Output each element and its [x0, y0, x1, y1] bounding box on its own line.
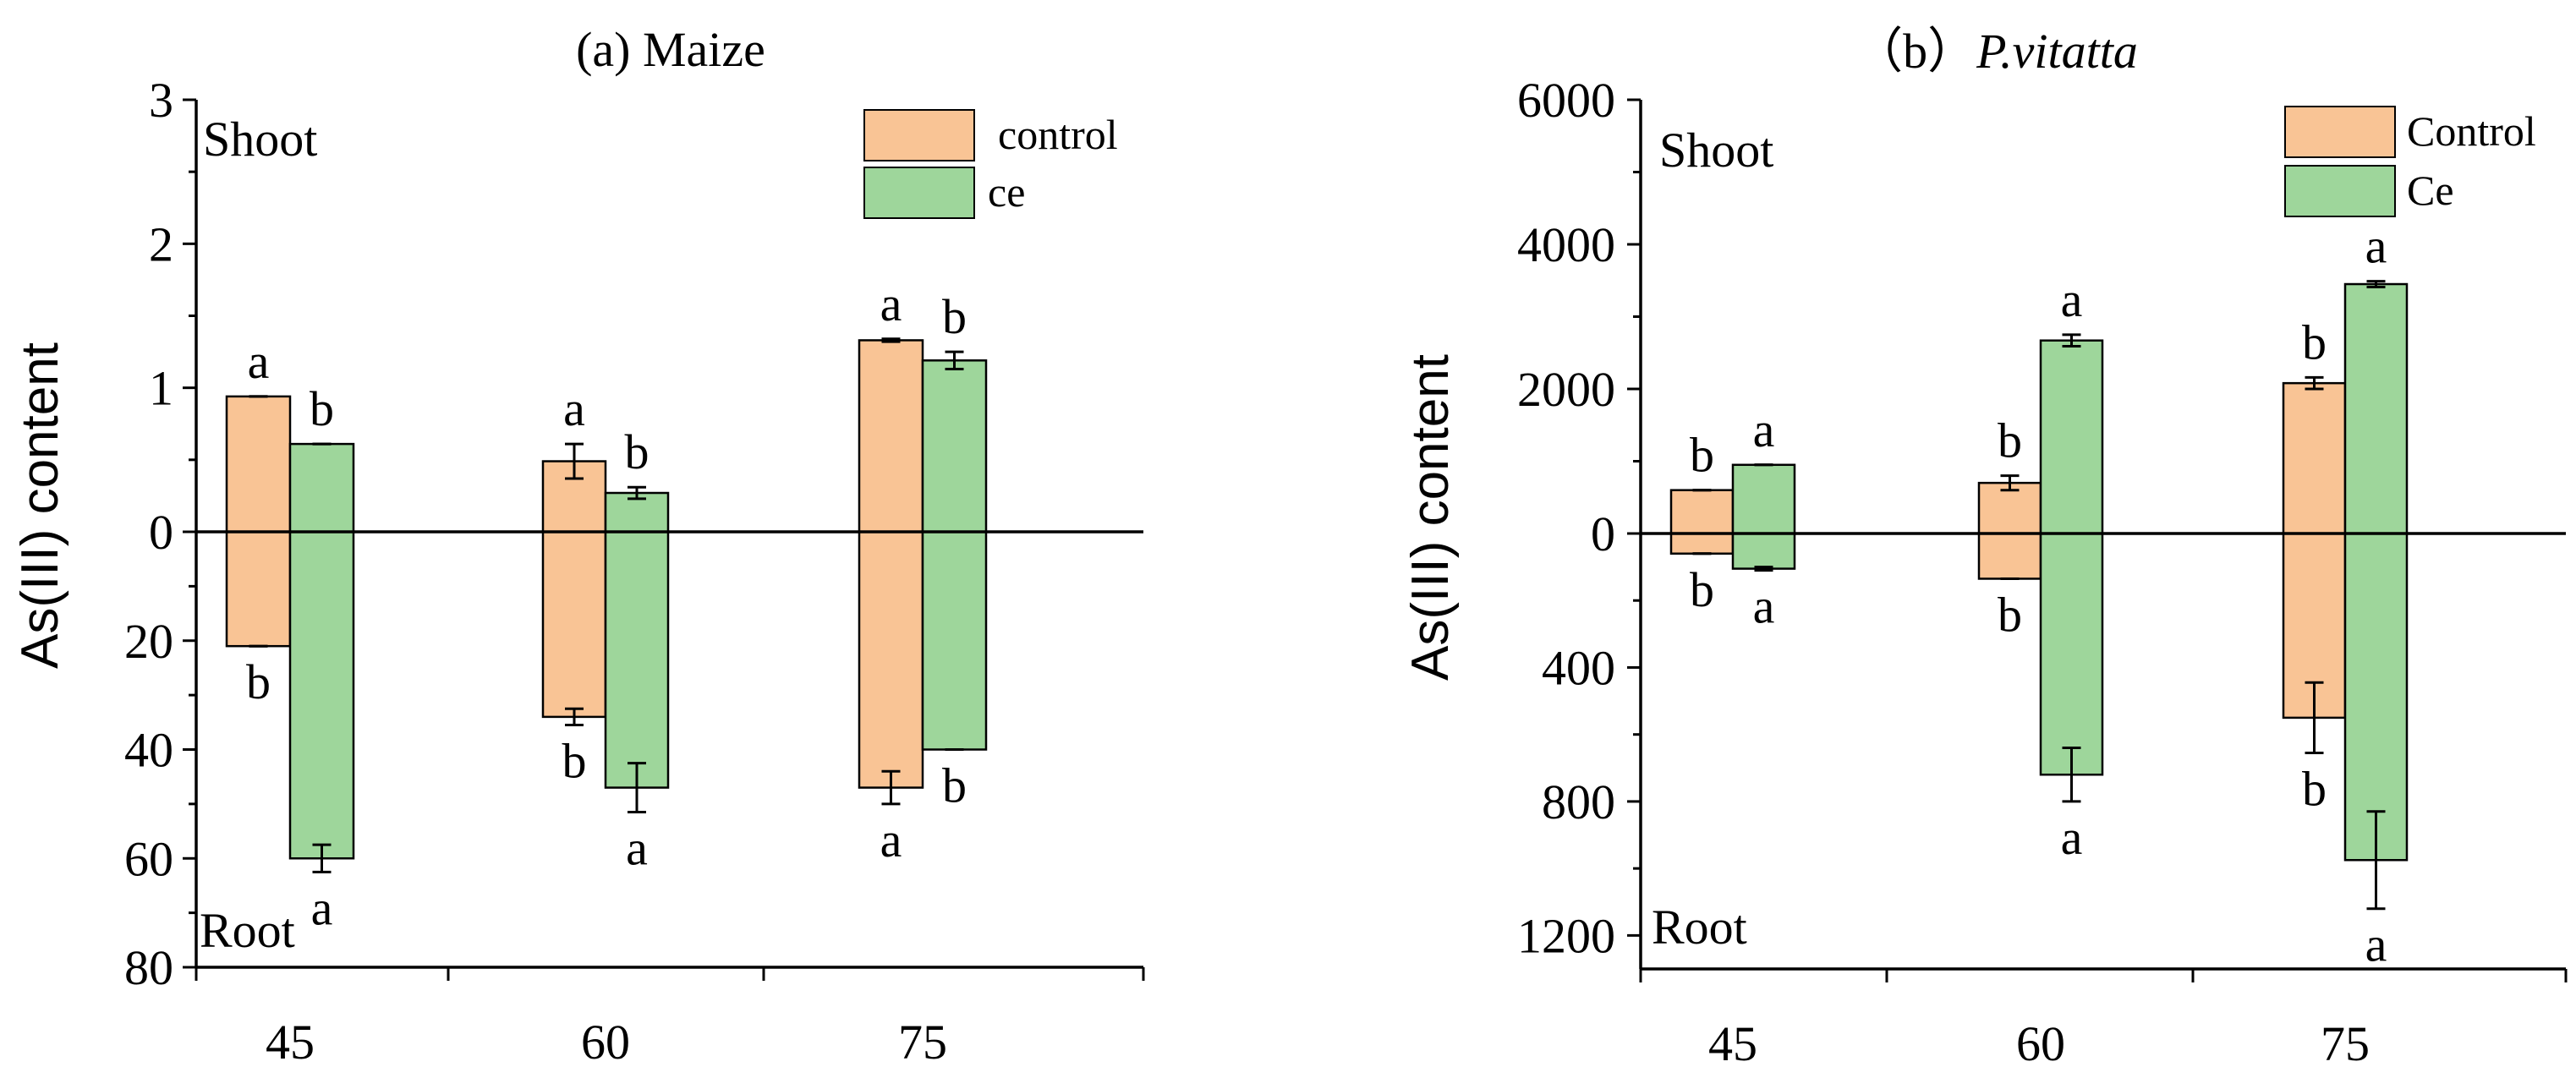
y-axis-label-pvitatta: As(III) content	[1401, 354, 1460, 681]
shoot-sig-letter: b	[1690, 428, 1714, 483]
y-tick-label: 1200	[1517, 908, 1615, 963]
shoot-label-pvitatta: Shoot	[1659, 123, 1773, 178]
bars-maize	[225, 337, 988, 873]
panel-maize: (a) Maize As(III) content Shoot Root 0 1 2…	[11, 22, 1145, 1070]
y-tick-label: 3	[149, 73, 173, 128]
shoot-sig-letter: a	[563, 381, 585, 436]
root-sig-letter: a	[626, 821, 648, 876]
root-bar-ce-60	[604, 530, 670, 789]
shoot-sig-letter: b	[625, 424, 649, 479]
x-categories-pvitatta: 45 60 75	[1708, 1016, 2370, 1071]
x-category-label: 45	[266, 1015, 315, 1070]
legend-label-ce: ce	[988, 168, 1025, 216]
x-category-label: 60	[581, 1015, 630, 1070]
panel-title-species: P.vitatta	[1976, 24, 2138, 79]
x-category-label: 60	[2016, 1016, 2065, 1071]
y-tick-label: 2	[149, 216, 173, 271]
shoot-bar-control-45	[1669, 489, 1735, 535]
root-bar-ce-45	[288, 530, 355, 860]
x-category-label: 75	[2321, 1016, 2370, 1071]
shoot-sig-letter: a	[2061, 272, 2083, 327]
y-tick-label: 40	[124, 723, 173, 778]
root-bar-ce-60	[2039, 532, 2104, 776]
legend-swatch-ce	[2284, 165, 2396, 217]
shoot-bar-ce-45	[288, 442, 355, 534]
legend-swatch-control	[863, 109, 975, 161]
shoot-bar-ce-45	[1731, 463, 1796, 535]
shoot-bar-control-45	[225, 395, 292, 534]
shoot-sig-letter: a	[1753, 402, 1775, 457]
shoot-bar-ce-75	[921, 359, 988, 534]
root-sig-letter: b	[1690, 562, 1714, 617]
bars-pvitatta	[1669, 280, 2409, 911]
root-sig-letter: a	[2365, 917, 2387, 972]
y-tick-label: 4000	[1517, 217, 1615, 272]
root-sig-letter: a	[2061, 810, 2083, 865]
shoot-sig-letter: a	[248, 334, 270, 389]
y-tick-label: 20	[124, 614, 173, 669]
y-tick-label: 1	[149, 361, 173, 416]
y-tick-label: 60	[124, 831, 173, 886]
root-bar-ce-45	[1731, 532, 1796, 570]
shoot-sig-letter: b	[942, 289, 967, 344]
root-label-pvitatta: Root	[1652, 900, 1747, 955]
shoot-sig-letter: b	[2302, 315, 2327, 369]
frame-maize	[195, 100, 1145, 981]
root-sig-letter: b	[2302, 761, 2327, 816]
panel-title-prefix: （b）	[1854, 24, 1976, 79]
y-tick-label: 0	[149, 505, 173, 560]
y-tick-label: 0	[1591, 506, 1615, 561]
shoot-sig-letter: a	[2365, 219, 2387, 274]
root-bar-control-45	[225, 530, 292, 648]
legend-swatch-control	[2284, 106, 2396, 158]
root-bar-control-60	[1977, 532, 2042, 580]
panel-title-maize: (a) Maize	[576, 22, 765, 77]
y-tick-label: 80	[124, 940, 173, 995]
root-label-maize: Root	[200, 903, 295, 958]
root-sig-letter: a	[880, 813, 902, 867]
root-sig-letter: b	[246, 654, 271, 709]
legend-pvitatta: Control Ce	[2284, 106, 2536, 217]
root-bar-ce-75	[921, 530, 988, 751]
shoot-bar-control-75	[2282, 381, 2347, 535]
shoot-bar-ce-60	[2039, 339, 2104, 535]
x-category-label: 75	[898, 1015, 947, 1070]
y-ticks-pvitatta: 0 2000 4000 6000 400 800 1200	[1517, 73, 1641, 963]
x-categories-maize: 45 60 75	[266, 1015, 947, 1070]
root-sig-letter: b	[562, 734, 587, 789]
legend-label-ce: Ce	[2407, 167, 2454, 214]
y-tick-label: 2000	[1517, 362, 1615, 417]
shoot-sig-letter: b	[1998, 413, 2022, 468]
root-sig-letter: b	[1998, 587, 2022, 642]
legend-label-control: control	[998, 111, 1118, 158]
legend-maize: control ce	[863, 109, 1118, 219]
shoot-label-maize: Shoot	[203, 112, 317, 167]
y-tick-label: 400	[1542, 640, 1615, 695]
panel-title-pvitatta: （b）P.vitatta	[1854, 24, 2138, 79]
shoot-bar-ce-75	[2343, 282, 2409, 535]
y-ticks-maize: 0 1 2 3 20 40 60 80	[124, 73, 196, 995]
root-bar-ce-75	[2343, 532, 2409, 862]
frame-pvitatta	[1639, 100, 2568, 982]
root-sig-letter: a	[1753, 579, 1775, 634]
y-axis-label-maize: As(III) content	[11, 342, 69, 669]
shoot-sig-letter: b	[310, 381, 334, 436]
legend-label-control: Control	[2407, 107, 2536, 155]
panel-pvitatta: （b）P.vitatta As(III) content Shoot Root …	[1401, 24, 2568, 1071]
y-tick-label: 6000	[1517, 73, 1615, 128]
root-bar-control-45	[1669, 532, 1735, 555]
shoot-sig-letter: a	[880, 276, 902, 331]
root-bar-control-60	[541, 530, 607, 719]
x-category-label: 45	[1708, 1016, 1757, 1071]
y-tick-label: 800	[1542, 774, 1615, 829]
shoot-bar-control-75	[858, 339, 924, 534]
root-sig-letter: b	[942, 758, 967, 813]
root-bar-control-75	[858, 530, 924, 789]
legend-swatch-ce	[863, 167, 975, 219]
root-sig-letter: a	[311, 880, 333, 935]
